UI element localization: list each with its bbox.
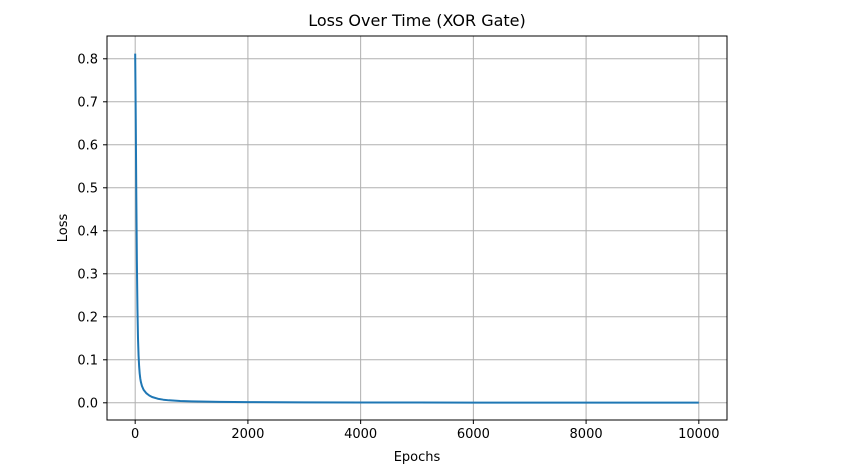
x-tick-label: 6000	[457, 427, 490, 442]
y-tick-label: 0.1	[77, 353, 98, 368]
x-tick-label: 8000	[570, 427, 603, 442]
y-tick-label: 0.0	[77, 396, 98, 411]
x-tick-label: 0	[131, 427, 139, 442]
y-axis-label: Loss	[56, 214, 71, 243]
grid	[107, 36, 727, 420]
x-tick-label: 4000	[344, 427, 377, 442]
loss-series-line	[134, 53, 699, 404]
y-tick-label: 0.3	[77, 267, 98, 282]
y-tick-label: 0.8	[77, 52, 98, 67]
y-tick-label: 0.6	[77, 138, 98, 153]
plot-area	[134, 53, 699, 404]
x-tick-label: 10000	[678, 427, 719, 442]
y-tick-label: 0.7	[77, 95, 98, 110]
y-tick-label: 0.4	[77, 224, 98, 239]
x-axis-label: Epochs	[394, 450, 441, 465]
chart-title: Loss Over Time (XOR Gate)	[308, 11, 526, 30]
axes-frame	[106, 35, 728, 421]
y-tick-label: 0.2	[77, 310, 98, 325]
y-tick-label: 0.5	[77, 181, 98, 196]
ticks: 0 2000 4000 6000 8000 10000 0.0 0.1 0.2 0.3 0.4 0.5…	[77, 52, 719, 442]
x-tick-label: 2000	[231, 427, 264, 442]
